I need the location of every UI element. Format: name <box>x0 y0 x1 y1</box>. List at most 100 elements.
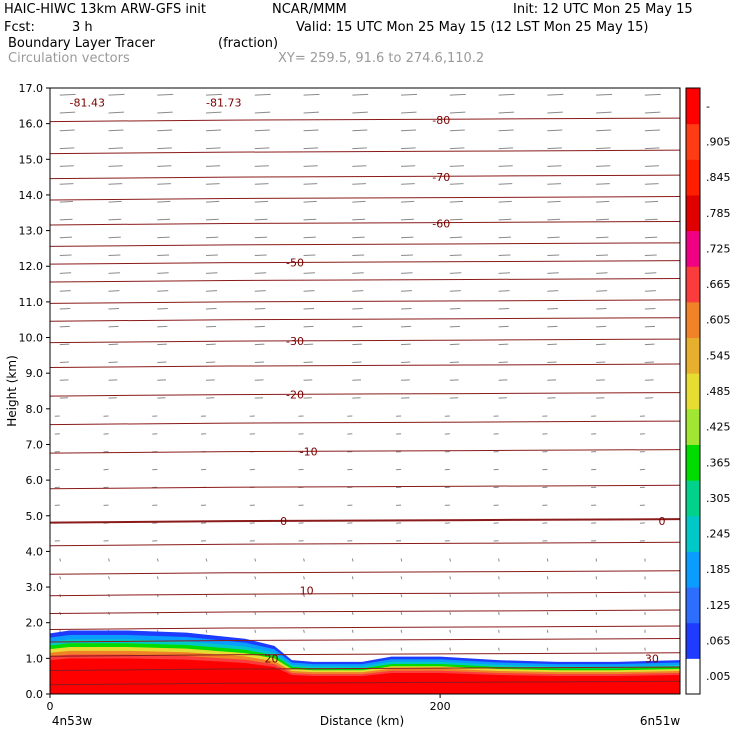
circulation-vector-415 <box>644 129 660 132</box>
circulation-vector-303 <box>254 272 267 274</box>
circulation-vector-288 <box>157 290 169 292</box>
x-left-endpoint: 4n53w <box>52 714 93 728</box>
colorbar-swatch-7 <box>686 408 700 445</box>
temperature-contour-16 <box>49 317 681 322</box>
circulation-vector-381 <box>254 165 269 167</box>
y-tick-label-1: 1.0 <box>26 652 44 665</box>
circulation-vector-276 <box>206 307 217 310</box>
circulation-vector-336 <box>596 236 609 239</box>
circulation-vector-391 <box>108 147 124 150</box>
y-tick-label-13: 13.0 <box>19 225 44 238</box>
circulation-vector-266 <box>352 325 363 328</box>
circulation-vector-390 <box>59 147 75 150</box>
circulation-vector-414 <box>596 129 612 132</box>
circulation-vector-435 <box>352 93 369 96</box>
colorbar-label-3: .185 <box>706 563 731 576</box>
circulation-vector-354 <box>206 200 220 203</box>
circulation-vector-392 <box>157 147 172 150</box>
circulation-vector-405 <box>157 129 173 132</box>
circulation-vector-382 <box>303 165 318 167</box>
circulation-vector-315 <box>206 254 218 257</box>
circulation-vector-357 <box>352 200 366 203</box>
temperature-contour-23 <box>49 174 681 180</box>
y-tick-label-5: 5.0 <box>26 510 44 523</box>
init-time: Init: 12 UTC Mon 25 May 15 <box>513 2 693 17</box>
temperature-contour-2 <box>49 652 681 657</box>
y-tick-label-12: 12.0 <box>19 260 44 273</box>
circulation-vector-372 <box>449 183 464 185</box>
circulation-vector-98 <box>400 558 403 562</box>
circulation-vector-317 <box>303 254 316 257</box>
circulation-vector-418 <box>157 111 173 114</box>
colorbar-swatch-3 <box>686 551 700 588</box>
circulation-vector-305 <box>352 272 364 274</box>
temperature-contour-17 <box>49 299 681 304</box>
y-tick-label-10: 10.0 <box>19 332 44 345</box>
colorbar-label-6: .365 <box>706 456 731 469</box>
circulation-vector-404 <box>108 129 124 132</box>
circulation-vector-421 <box>303 111 320 114</box>
circulation-vector-412 <box>498 129 514 132</box>
y-tick-label-2: 2.0 <box>26 617 44 630</box>
circulation-vector-314 <box>157 254 170 257</box>
circulation-vector-290 <box>254 290 266 292</box>
colorbar-label-8: .485 <box>706 385 731 398</box>
circulation-vector-323 <box>596 254 609 257</box>
field-units: (fraction) <box>218 36 279 51</box>
circulation-vector-359 <box>449 200 464 203</box>
circulation-vector-322 <box>547 254 560 257</box>
y-tick-label-15: 15.0 <box>19 153 44 166</box>
circulation-vector-80 <box>156 576 159 580</box>
circulation-vector-321 <box>498 254 511 257</box>
y-tick-label-8: 8.0 <box>26 403 44 416</box>
circulation-vector-264 <box>254 325 265 328</box>
circulation-vector-355 <box>254 200 269 203</box>
circulation-vector-282 <box>498 307 510 310</box>
contour-label-6: -30 <box>286 335 304 348</box>
contour-label-0: -81.43 <box>70 96 105 109</box>
circulation-vector-73 <box>449 594 451 598</box>
circulation-vector-406 <box>206 129 222 132</box>
circulation-vector-411 <box>449 129 465 132</box>
x-axis-label: Distance (km) <box>320 714 404 728</box>
circulation-vector-356 <box>303 200 317 203</box>
circulation-vector-436 <box>401 93 418 96</box>
circulation-vector-310 <box>596 272 608 274</box>
circulation-vector-278 <box>303 307 315 310</box>
circulation-vector-439 <box>547 93 564 96</box>
temperature-contour-15 <box>49 338 681 344</box>
circulation-vector-313 <box>108 254 121 257</box>
y-tick-label-9: 9.0 <box>26 367 44 380</box>
circulation-vector-46 <box>400 629 403 633</box>
temperature-contour-11 <box>49 449 681 454</box>
colorbar-swatch-4 <box>686 515 700 552</box>
circulation-vector-419 <box>206 111 222 114</box>
circulation-vector-311 <box>644 272 657 274</box>
colorbar-swatch-13 <box>686 194 700 232</box>
circulation-vector-100 <box>498 558 500 562</box>
circulation-vector-58 <box>351 611 354 616</box>
temperature-contour-4 <box>49 625 681 631</box>
circulation-vector-434 <box>303 93 320 96</box>
circulation-vector-394 <box>254 147 270 150</box>
y-tick-label-0: 0.0 <box>26 688 44 701</box>
contour-label-3: -70 <box>432 171 450 184</box>
x-right-endpoint: 6n51w <box>640 714 681 728</box>
circulation-vector-99 <box>449 558 451 562</box>
circulation-vector-74 <box>498 594 500 598</box>
circulation-vector-33 <box>400 647 403 651</box>
circulation-vector-298 <box>644 290 656 292</box>
circulation-vector-45 <box>351 629 354 633</box>
circulation-vector-304 <box>303 272 315 274</box>
temperature-contour-12 <box>49 420 681 426</box>
circulation-vector-292 <box>352 290 364 292</box>
contour-label-11: 10 <box>300 585 314 598</box>
temperature-contour-3 <box>49 638 681 643</box>
circulation-vector-403 <box>59 129 75 132</box>
circulation-vector-289 <box>206 290 218 292</box>
circulation-vector-424 <box>449 111 466 114</box>
colorbar-label-15: .905 <box>706 135 731 148</box>
temperature-contour-1 <box>49 666 681 672</box>
circulation-vector-331 <box>352 236 365 239</box>
circulation-vector-350 <box>644 218 658 221</box>
